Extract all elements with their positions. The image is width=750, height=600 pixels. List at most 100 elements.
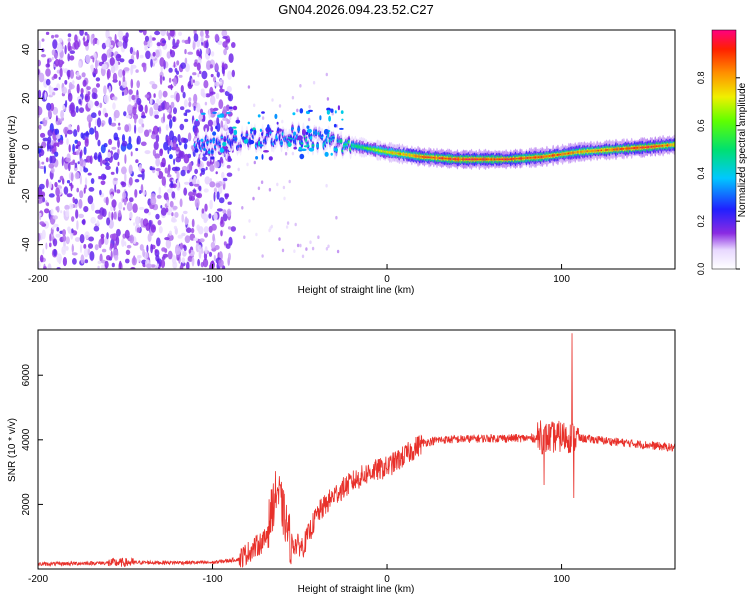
spectrogram-noise-cell [52, 39, 58, 50]
spectrogram-noise-cell [56, 42, 63, 53]
spectrogram-noise-cell [161, 247, 166, 252]
spectrogram-noise-cell [336, 249, 340, 254]
spectrogram-noise-cell [205, 47, 210, 55]
spectrogram-noise-cell [116, 228, 121, 237]
spectrogram-noise-cell [226, 172, 233, 177]
spectrogram-noise-cell [121, 166, 127, 175]
spectrogram-noise-cell [76, 220, 79, 231]
spectrogram-noise-cell [121, 140, 128, 147]
spectrogram-noise-cell [150, 243, 154, 254]
spectrogram-noise-cell [103, 174, 107, 180]
spectrogram-noise-cell [166, 199, 170, 206]
spectrogram-noise-cell [184, 118, 189, 123]
spectrogram-ytick-label: 20 [21, 92, 32, 104]
spectrogram-noise-cell [64, 45, 67, 55]
spectrogram-noise-cell [66, 180, 71, 184]
spectrogram-noise-cell [255, 232, 258, 237]
spectrogram-content [38, 30, 675, 269]
spectrogram-ridge-cell [233, 129, 238, 136]
spectrogram-noise-cell [128, 58, 134, 65]
spectrogram-noise-cell [84, 31, 88, 36]
spectrogram-noise-cell [93, 225, 100, 232]
spectrogram-noise-cell [69, 55, 75, 61]
spectrogram-ridge-cell [222, 146, 229, 150]
spectrogram-noise-cell [140, 115, 147, 119]
spectrogram-noise-cell [252, 196, 255, 201]
spectrogram-noise-cell [196, 62, 201, 71]
spectrogram-noise-cell [136, 227, 141, 233]
spectrogram-noise-cell [125, 115, 132, 119]
spectrogram-noise-cell [247, 85, 251, 89]
spectrogram-noise-cell [184, 181, 190, 185]
spectrogram-noise-cell [216, 208, 223, 212]
spectrogram-noise-cell [136, 80, 140, 89]
spectrogram-noise-cell [177, 234, 183, 239]
spectrogram-noise-cell [71, 216, 75, 222]
spectrogram-noise-cell [72, 80, 75, 85]
spectrogram-noise-cell [57, 179, 61, 183]
spectrogram-noise-cell [100, 180, 106, 186]
snr-ytick-label: 4000 [21, 428, 32, 451]
colorbar-tick-label: 0.8 [696, 72, 706, 85]
spectrogram-noise-cell [96, 220, 100, 226]
spectrogram-noise-cell [198, 185, 202, 192]
spectrogram-noise-cell [169, 207, 173, 213]
spectrogram-noise-cell [56, 69, 61, 74]
spectrogram-noise-cell [194, 168, 199, 175]
spectrogram-noise-cell [204, 101, 208, 106]
spectrogram-noise-cell [151, 83, 158, 90]
spectrogram-noise-cell [176, 60, 180, 66]
spectrogram-noise-cell [138, 164, 143, 172]
spectrogram-ridge-cell [258, 144, 264, 147]
spectrogram-ridge-cell [209, 140, 213, 143]
spectrogram-noise-cell [142, 248, 146, 258]
spectrogram-noise-cell [204, 203, 208, 212]
spectrogram-noise-cell [83, 187, 86, 194]
spectrogram-noise-cell [57, 138, 60, 143]
spectrogram-noise-cell [114, 255, 119, 261]
spectrogram-noise-cell [156, 194, 162, 199]
spectrogram-noise-cell [58, 37, 63, 43]
spectrogram-noise-cell [179, 242, 184, 250]
spectrogram-noise-cell [182, 244, 186, 249]
spectrogram-noise-cell [101, 122, 104, 127]
figure-title: GN04.2026.094.23.52.C27 [278, 2, 433, 17]
spectrogram-noise-cell [223, 241, 227, 246]
spectrogram-noise-cell [182, 210, 188, 215]
spectrogram-noise-cell [116, 189, 121, 194]
spectrogram-noise-cell [82, 79, 87, 87]
spectrogram-noise-cell [79, 30, 84, 36]
spectrogram-noise-cell [119, 58, 125, 63]
spectrogram-noise-cell [188, 249, 191, 254]
spectrogram-noise-cell [68, 144, 71, 153]
spectrogram-ridge-cell [207, 151, 211, 154]
spectrogram-noise-cell [80, 88, 84, 94]
spectrogram-noise-cell [68, 203, 74, 210]
spectrogram-noise-cell [145, 50, 151, 60]
spectrogram-noise-cell [79, 157, 84, 167]
spectrogram-noise-cell [101, 248, 107, 253]
spectrogram-noise-cell [155, 213, 160, 220]
snr-xtick-label: 100 [553, 574, 570, 585]
spectrogram-noise-cell [276, 182, 279, 187]
spectrogram-noise-cell [52, 238, 58, 247]
spectrogram-noise-cell [89, 127, 95, 135]
spectrogram-noise-cell [171, 166, 178, 172]
spectrogram-noise-cell [198, 158, 201, 164]
spectrogram-noise-cell [73, 40, 80, 50]
spectrogram-noise-cell [79, 244, 83, 254]
spectrogram-noise-cell [167, 85, 174, 89]
spectrogram-ridge-cell [248, 139, 255, 145]
spectrogram-noise-cell [173, 77, 177, 87]
spectrogram-noise-cell [43, 221, 49, 229]
spectrogram-noise-cell [60, 110, 64, 119]
spectrogram-noise-cell [134, 178, 140, 183]
spectrogram-noise-cell [78, 60, 82, 68]
spectrogram-noise-cell [50, 167, 55, 174]
spectrogram-ridge-cell [326, 107, 331, 112]
spectrogram-noise-cell [209, 178, 212, 183]
spectrogram-ridge-cell [330, 152, 333, 156]
spectrogram-noise-cell [228, 252, 231, 261]
spectrogram-noise-cell [136, 135, 141, 145]
spectrogram-noise-cell [157, 258, 160, 264]
